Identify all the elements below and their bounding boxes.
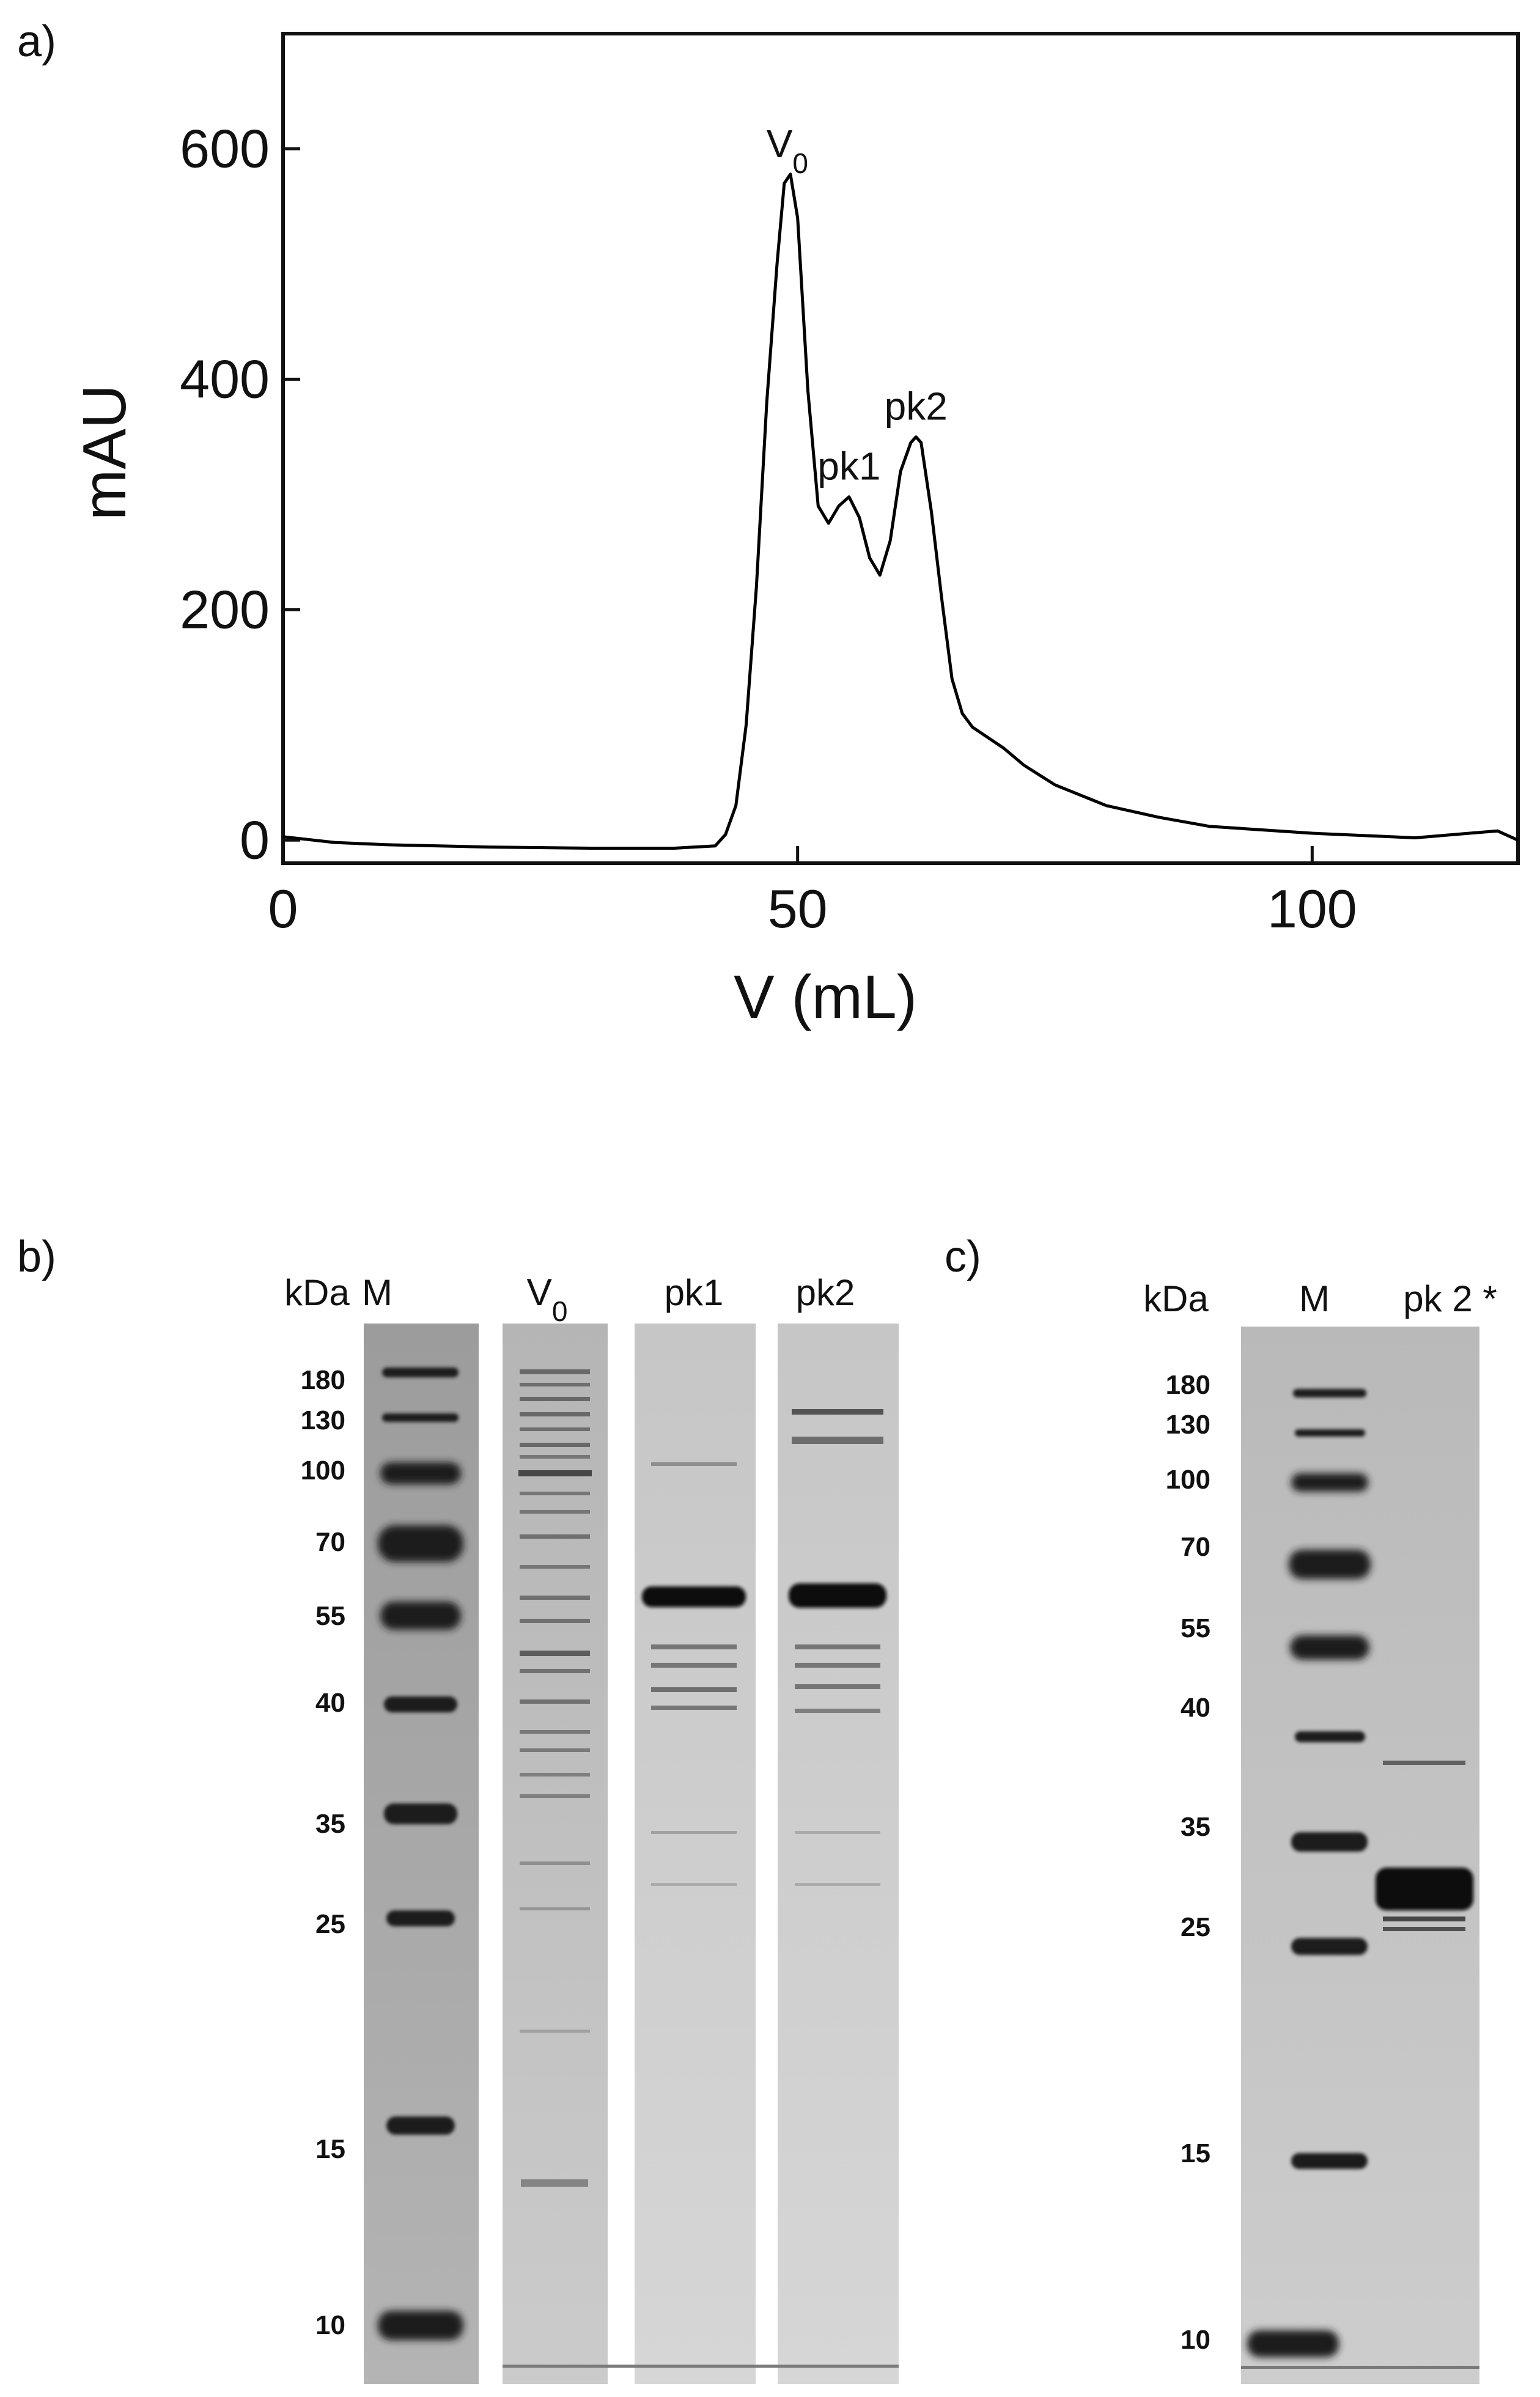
gel-c: 180 130 100 70 55 40 35 25 15 10	[1166, 1327, 1479, 2384]
gel-b-unit-label: kDa	[284, 1272, 350, 1313]
x-tick-label-0: 0	[268, 878, 298, 939]
y-axis-ticks: 0 200 400 600	[180, 118, 300, 870]
gel-b-marker-35: 35	[315, 1809, 345, 1839]
gel-b-pk2-strip	[778, 1324, 899, 2384]
peak-label-0: V0	[767, 122, 808, 179]
gel-c-marker-35: 35	[1181, 1812, 1210, 1842]
gel-c-unit-label: kDa	[1143, 1278, 1209, 1319]
gel-b-marker-10: 10	[315, 2310, 345, 2340]
peak-label-2: pk2	[885, 385, 948, 429]
gel-c-marker-40: 40	[1181, 1693, 1210, 1723]
gel-b-lane-label-pk2: pk2	[796, 1272, 855, 1313]
gel-c-marker-130: 130	[1166, 1410, 1210, 1440]
gel-c-marker-55: 55	[1181, 1613, 1210, 1643]
y-axis-label: mAU	[70, 385, 139, 520]
gel-c-marker-labels: 180 130 100 70 55 40 35 25 15 10	[1166, 1370, 1210, 2355]
absorbance-trace	[282, 172, 1519, 850]
gel-b-marker-25: 25	[315, 1909, 345, 1939]
gel-c-dye-front	[1241, 2366, 1479, 2369]
gel-b-marker-labels: 180 130 100 70 55 40 35 25 15 10	[301, 1365, 345, 2340]
gel-b-marker-130: 130	[301, 1405, 345, 1435]
x-axis-label: V (mL)	[734, 963, 917, 1031]
gel-b-marker-180: 180	[301, 1365, 345, 1395]
gel-b-v0-strip	[503, 1324, 608, 2384]
gel-c-marker-70: 70	[1181, 1532, 1210, 1562]
gel-b-dye-front	[503, 2365, 899, 2368]
panel-label-c: c)	[945, 1232, 981, 1281]
panel-label-b: b)	[17, 1232, 56, 1281]
gel-b-marker-15: 15	[315, 2134, 345, 2164]
gel-c-marker-25: 25	[1181, 1912, 1210, 1942]
x-axis-ticks: 0 50 100	[268, 846, 1357, 939]
gel-c-marker-100: 100	[1166, 1465, 1210, 1495]
gel-c-lane-label-pk2star: pk 2 *	[1403, 1278, 1497, 1319]
x-tick-label-50: 50	[768, 878, 828, 939]
x-tick-label-100: 100	[1267, 878, 1357, 939]
gel-b-marker-55: 55	[315, 1601, 345, 1631]
peak-label-1: pk1	[817, 444, 880, 488]
panel-label-a: a)	[17, 17, 56, 66]
gel-b-marker-100: 100	[301, 1456, 345, 1486]
plot-frame	[281, 32, 1520, 865]
gel-b-marker-70: 70	[315, 1527, 345, 1557]
y-tick-label-0: 0	[240, 809, 270, 870]
y-tick-label-600: 600	[180, 118, 270, 179]
y-tick-label-400: 400	[180, 348, 270, 409]
y-tick-label-200: 200	[180, 579, 270, 639]
gel-b-lane-label-M: M	[362, 1272, 392, 1313]
gel-b-v0-bands	[518, 1369, 592, 2187]
gel-b-marker-40: 40	[315, 1688, 345, 1718]
gel-b-marker-bands	[378, 1368, 463, 2340]
gel-c-marker-bands	[1247, 1389, 1371, 2357]
gel-c-marker-15: 15	[1181, 2138, 1210, 2168]
gel-b-marker-strip	[364, 1324, 479, 2384]
gel-c-strip	[1241, 1327, 1479, 2384]
gel-b-lane-label-pk1: pk1	[665, 1272, 724, 1313]
gel-b-pk2-bands	[789, 1409, 886, 1886]
gel-b-pk1-strip	[635, 1324, 756, 2384]
gel-c-sample-bands	[1376, 1761, 1473, 1931]
gel-b-lane-label-v0: V0	[527, 1272, 568, 1327]
gel-c-marker-10: 10	[1181, 2325, 1210, 2355]
gel-c-marker-180: 180	[1166, 1370, 1210, 1400]
gel-b-pk1-bands	[642, 1462, 746, 1886]
gel-c-lane-label-M: M	[1299, 1278, 1330, 1319]
gel-b: 180 130 100 70 55 40 35 25 15 10	[301, 1324, 899, 2384]
